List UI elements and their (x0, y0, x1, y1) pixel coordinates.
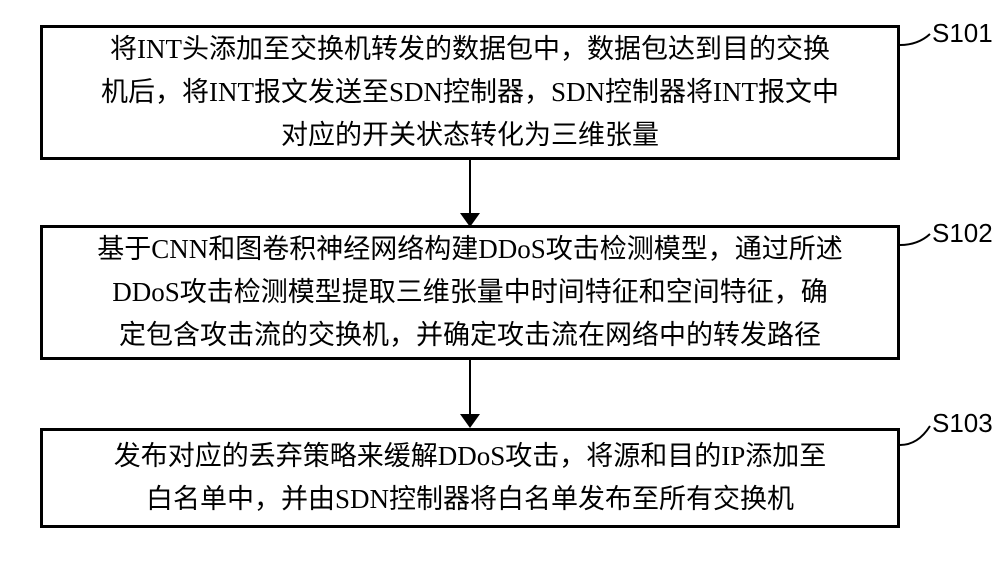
flow-step-1: 将INT头添加至交换机转发的数据包中，数据包达到目的交换 机后，将INT报文发送… (40, 25, 900, 160)
flowchart-container: 将INT头添加至交换机转发的数据包中，数据包达到目的交换 机后，将INT报文发送… (0, 0, 1000, 565)
flow-step-3-text: 发布对应的丢弃策略来缓解DDoS攻击，将源和目的IP添加至 白名单中，并由SDN… (114, 435, 827, 521)
arrow-2-line (469, 360, 471, 416)
arrow-1-line (469, 160, 471, 215)
flow-step-1-text: 将INT头添加至交换机转发的数据包中，数据包达到目的交换 机后，将INT报文发送… (101, 28, 839, 158)
step-label-3: S103 (932, 408, 993, 439)
flow-step-2-text: 基于CNN和图卷积神经网络构建DDoS攻击检测模型，通过所述 DDoS攻击检测模… (97, 228, 843, 358)
step-label-2: S102 (932, 218, 993, 249)
flow-step-3: 发布对应的丢弃策略来缓解DDoS攻击，将源和目的IP添加至 白名单中，并由SDN… (40, 428, 900, 528)
step-label-1: S101 (932, 18, 993, 49)
arrow-2-head (460, 414, 480, 428)
flow-step-2: 基于CNN和图卷积神经网络构建DDoS攻击检测模型，通过所述 DDoS攻击检测模… (40, 225, 900, 360)
